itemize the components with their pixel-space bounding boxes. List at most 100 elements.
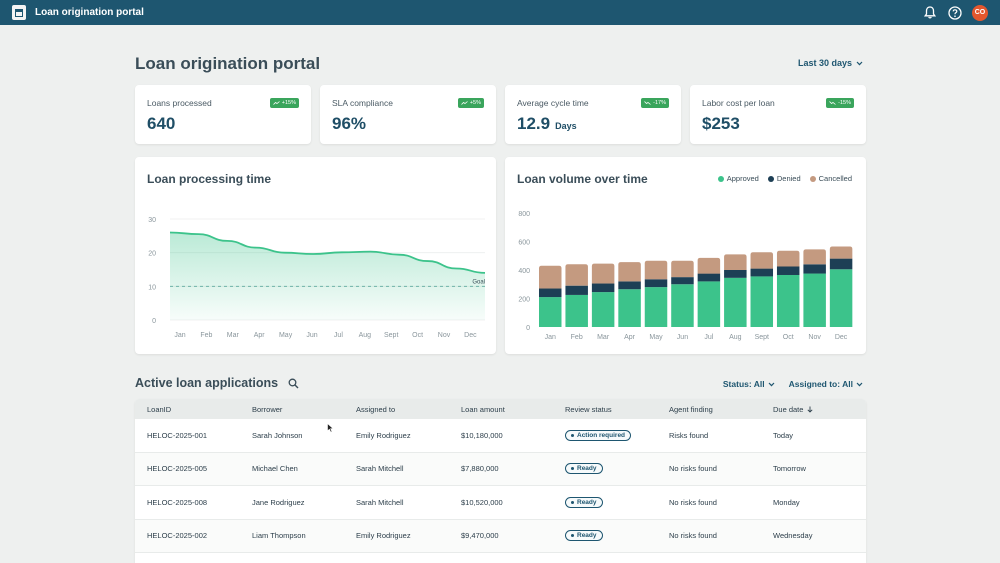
trend-up-icon — [461, 101, 468, 105]
table-row[interactable]: HELOC-2025-002 Liam Thompson Emily Rodri… — [135, 519, 866, 553]
trend-badge: +15% — [269, 98, 299, 108]
bar-approved — [803, 273, 826, 327]
bar-denied — [776, 266, 800, 275]
legend-label: Denied — [776, 174, 801, 183]
legend-item-cancelled: Cancelled — [809, 174, 852, 183]
help-icon[interactable] — [947, 5, 962, 20]
assigned-filter-dropdown[interactable]: Assigned to: All — [789, 379, 863, 389]
processing-time-card: Loan processing time 30 20 10 0 Jan Feb Mar Apr… — [135, 157, 496, 354]
x-tick-label: Feb — [571, 334, 583, 341]
y-tick-label: 800 — [518, 211, 530, 218]
y-tick-label: 600 — [518, 240, 530, 247]
loan-volume-chart: 800 600 400 200 0 Jan Feb Mar Apr May Jun Jul Aug Sep… — [518, 211, 853, 341]
kpi-value: 96% — [332, 114, 367, 133]
x-tick-label: Jan — [545, 334, 556, 341]
borrower-name: Jane Rodriguez — [252, 497, 305, 507]
badge-text: -17% — [653, 100, 666, 106]
user-avatar[interactable]: CO — [972, 4, 988, 21]
bar-denied — [829, 258, 853, 270]
bar-cancelled — [776, 250, 800, 267]
column-header-status[interactable]: Review status — [565, 404, 612, 414]
status-text: Ready — [577, 498, 597, 506]
status-badge: Action required — [565, 429, 632, 441]
status-filter-dropdown[interactable]: Status: All — [723, 379, 775, 389]
kpi-value: 12.9 — [517, 114, 551, 133]
x-tick-label: Jan — [174, 332, 185, 339]
x-tick-label: Apr — [624, 334, 636, 341]
applications-section-header: Active loan applications — [135, 376, 299, 390]
y-tick-label: 0 — [526, 325, 530, 332]
column-header-loanid[interactable]: LoanID — [147, 404, 172, 414]
trend-badge: +5% — [457, 98, 484, 108]
date-range-dropdown[interactable]: Last 30 days — [798, 58, 863, 68]
kpi-labor-cost: Labor cost per loan $253 -15% — [690, 85, 866, 144]
bar-cancelled — [618, 262, 641, 282]
trend-up-icon — [272, 101, 280, 105]
x-tick-label: Oct — [412, 332, 423, 339]
bar-denied — [697, 273, 721, 282]
bar-approved — [724, 277, 747, 327]
x-tick-label: Aug — [359, 332, 372, 339]
x-tick-label: Dec — [835, 334, 848, 341]
loan-volume-card: Loan volume over time Approved Denied Ca… — [505, 157, 866, 354]
y-tick-label: 20 — [148, 251, 156, 258]
kpi-label: Labor cost per loan — [702, 98, 775, 108]
x-tick-label: Dec — [464, 332, 477, 339]
x-tick-label: May — [279, 332, 293, 339]
chevron-down-icon — [856, 382, 863, 386]
agent-finding: No risks found — [669, 531, 717, 541]
bar-denied — [750, 268, 774, 277]
badge-text: -15% — [838, 100, 851, 106]
bar-denied — [803, 264, 826, 274]
column-header-borrower[interactable]: Borrower — [252, 404, 283, 414]
series-area — [170, 232, 485, 320]
y-tick-label: 30 — [148, 217, 156, 224]
search-icon[interactable] — [288, 378, 299, 389]
table-row[interactable]: HELOC-2025-005 Michael Chen Sarah Mitche… — [135, 452, 866, 486]
column-header-assigned[interactable]: Assigned to — [356, 404, 396, 414]
x-tick-label: Mar — [597, 334, 610, 341]
loan-amount: $10,180,000 — [461, 430, 503, 440]
legend-label: Cancelled — [818, 174, 852, 183]
sort-down-icon[interactable] — [807, 406, 813, 413]
status-filter-label: Status: All — [722, 379, 765, 389]
bar-approved — [539, 297, 562, 327]
x-tick-label: May — [649, 334, 663, 341]
loan-id: HELOC-2025-008 — [147, 497, 208, 507]
borrower-name: Sarah Johnson — [252, 430, 303, 440]
status-text: Action required — [577, 431, 626, 439]
x-tick-label: Sept — [755, 334, 769, 341]
chart-legend: Approved Denied Cancelled — [717, 174, 852, 183]
bar-approved — [644, 287, 668, 327]
column-header-finding[interactable]: Agent finding — [669, 404, 713, 414]
table-row[interactable]: HELOC-2025-008 Jane Rodriguez Sarah Mitc… — [135, 486, 866, 520]
bell-icon[interactable] — [922, 5, 937, 20]
badge-text: +5% — [469, 100, 481, 106]
x-tick-label: Apr — [254, 332, 266, 339]
table-header: LoanID Borrower Assigned to Loan amount … — [135, 399, 866, 419]
column-header-amount[interactable]: Loan amount — [461, 404, 505, 414]
column-header-due-date[interactable]: Due date — [761, 405, 866, 414]
bar-approved — [671, 284, 694, 327]
table-row[interactable]: HELOC-2025-001 Sarah Johnson Emily Rodri… — [135, 419, 866, 453]
loan-id: HELOC-2025-002 — [147, 531, 208, 541]
bar-cancelled — [565, 264, 588, 286]
status-text: Ready — [577, 532, 597, 540]
assigned-to: Emily Rodriguez — [356, 430, 411, 440]
bar-approved — [591, 292, 615, 327]
logo-icon[interactable] — [12, 5, 26, 20]
bar-cancelled — [829, 246, 853, 259]
x-tick-label: Nov — [438, 332, 451, 339]
trend-badge: -17% — [641, 98, 669, 108]
bar-cancelled — [539, 265, 562, 289]
x-tick-label: Nov — [808, 334, 821, 341]
bar-denied — [591, 283, 615, 293]
column-header-label: Due date — [773, 404, 804, 414]
trend-down-icon — [829, 101, 836, 105]
agent-finding: No risks found — [669, 464, 717, 474]
bar-denied — [644, 279, 668, 288]
bar-approved — [565, 294, 588, 327]
legend-item-denied: Denied — [767, 174, 801, 183]
due-date: Today — [773, 430, 794, 440]
status-text: Ready — [577, 465, 597, 473]
